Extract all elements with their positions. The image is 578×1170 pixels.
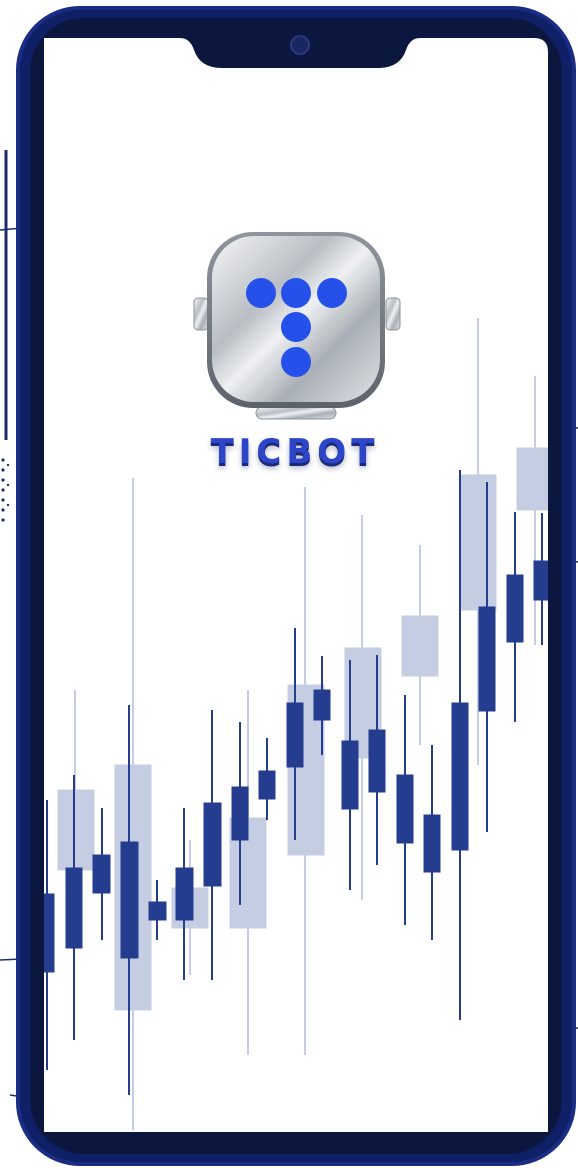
screen <box>44 38 548 1132</box>
light-candles <box>57 318 548 1130</box>
robot-head-t-logo-icon <box>193 232 401 420</box>
front-camera-icon <box>290 35 310 55</box>
candlestick-chart <box>44 318 548 1130</box>
dark-candles <box>44 470 548 1095</box>
app-name: TICBOT <box>210 432 380 472</box>
